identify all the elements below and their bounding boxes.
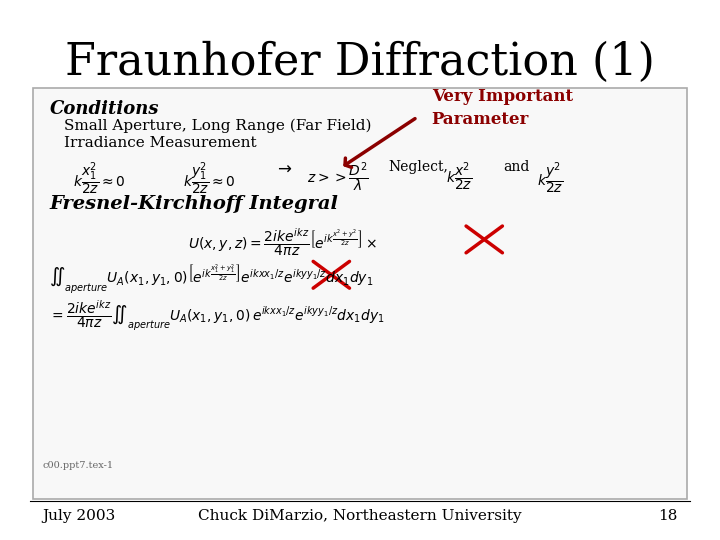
Text: 18: 18 (658, 509, 678, 523)
Text: Small Aperture, Long Range (Far Field): Small Aperture, Long Range (Far Field) (64, 119, 372, 133)
Text: July 2003: July 2003 (42, 509, 116, 523)
Text: $U(x,y,z) = \dfrac{2ike^{ikz}}{4\pi z}\left[e^{ik\frac{x^2+y^2}{2z}}\right]\time: $U(x,y,z) = \dfrac{2ike^{ikz}}{4\pi z}\l… (188, 227, 377, 259)
Text: $\iint_{aperture} U_A(x_1,y_1,0)\left[e^{ik\frac{x_1^2+y_1^2}{2z}}\right]e^{ikxx: $\iint_{aperture} U_A(x_1,y_1,0)\left[e^… (50, 262, 374, 296)
Text: Neglect,: Neglect, (389, 160, 449, 174)
Text: Very Important
Parameter: Very Important Parameter (432, 89, 573, 127)
Text: $= \dfrac{2ike^{ikz}}{4\pi z}\iint_{aperture} U_A(x_1,y_1,0)\,e^{ikxx_1/z}e^{iky: $= \dfrac{2ike^{ikz}}{4\pi z}\iint_{aper… (50, 299, 385, 333)
Text: $k\dfrac{y_1^2}{2z}\approx 0$: $k\dfrac{y_1^2}{2z}\approx 0$ (183, 160, 236, 197)
Text: Irradiance Measurement: Irradiance Measurement (64, 136, 256, 150)
Text: $k\dfrac{y^2}{2z}$: $k\dfrac{y^2}{2z}$ (537, 160, 563, 196)
Text: Chuck DiMarzio, Northeastern University: Chuck DiMarzio, Northeastern University (198, 509, 522, 523)
Text: $z>>\dfrac{D^2}{\lambda}$: $z>>\dfrac{D^2}{\lambda}$ (307, 160, 369, 194)
Text: Conditions: Conditions (50, 100, 159, 118)
Text: and: and (503, 160, 530, 174)
Text: Fresnel-Kirchhoff Integral: Fresnel-Kirchhoff Integral (50, 195, 338, 213)
Text: c00.ppt7.tex-1: c00.ppt7.tex-1 (42, 461, 114, 470)
Text: $k\dfrac{x_1^2}{2z}\approx 0$: $k\dfrac{x_1^2}{2z}\approx 0$ (73, 160, 126, 197)
Text: $\rightarrow$: $\rightarrow$ (274, 160, 292, 177)
Text: Fraunhofer Diffraction (1): Fraunhofer Diffraction (1) (65, 40, 655, 84)
Text: $k\dfrac{x^2}{2z}$: $k\dfrac{x^2}{2z}$ (446, 160, 472, 193)
FancyBboxPatch shape (33, 89, 687, 500)
